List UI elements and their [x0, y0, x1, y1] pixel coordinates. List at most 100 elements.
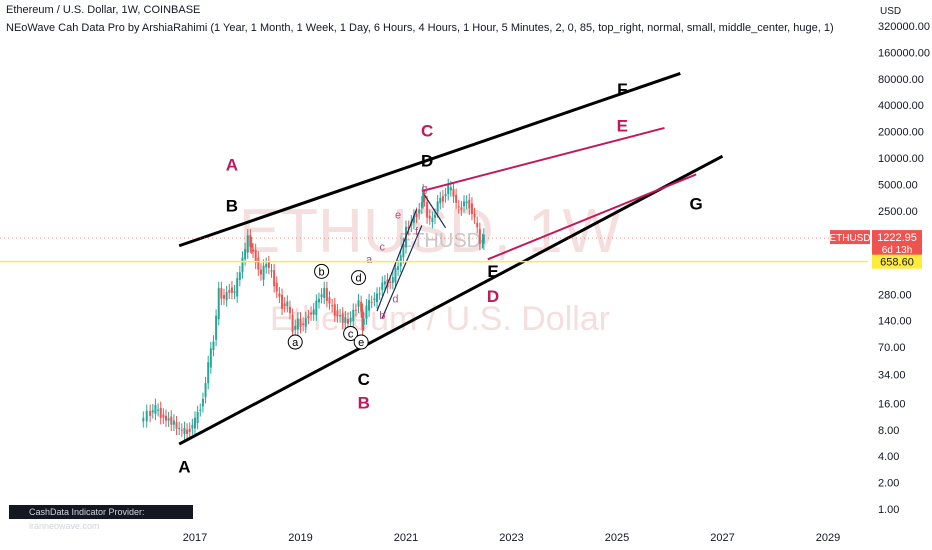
candle-body — [288, 306, 291, 314]
wave-label: G — [690, 194, 703, 213]
candle-body — [228, 290, 231, 293]
provider-label: CashData Indicator Provider: iranneowave… — [9, 505, 193, 531]
candle-body — [254, 250, 257, 263]
candle-body — [170, 416, 173, 425]
candle-body — [275, 282, 278, 292]
candle-body — [204, 383, 207, 398]
wave-label-circled: d — [355, 273, 361, 285]
candle-body — [360, 301, 363, 312]
y-tick-label: 16.00 — [878, 398, 906, 410]
y-tick-label: 1.00 — [878, 504, 899, 516]
candle-body — [399, 255, 402, 267]
candle-body — [482, 234, 485, 244]
wave-label-minor: c — [380, 242, 386, 254]
candle-body — [344, 317, 347, 323]
wave-label: D — [421, 152, 433, 171]
candle-body — [317, 298, 320, 303]
candle-body — [418, 209, 421, 214]
candle-body — [368, 300, 371, 311]
y-tick-label: 280.00 — [878, 289, 912, 301]
candle-body — [447, 185, 450, 195]
candle-body — [320, 294, 323, 298]
candle-body — [428, 215, 431, 219]
level-value: 658.60 — [880, 257, 914, 269]
candle-body — [267, 262, 270, 268]
candle-body — [178, 427, 181, 429]
candle-body — [452, 189, 455, 197]
candle-body — [397, 266, 400, 270]
candle-body — [362, 318, 365, 325]
candle-body — [349, 317, 352, 323]
candle-body — [252, 249, 255, 252]
y-tick-label: 4.00 — [878, 451, 899, 463]
channel-line-lower — [381, 225, 423, 319]
candle-body — [310, 312, 313, 315]
x-tick-label: 2021 — [394, 532, 418, 544]
wave-label: F — [617, 80, 627, 99]
candle-body — [304, 317, 307, 327]
candle-body — [183, 427, 186, 435]
candle-body — [465, 201, 468, 204]
candle-body — [373, 298, 376, 301]
channel-line-upper — [376, 209, 418, 312]
candle-body — [162, 414, 165, 418]
wave-label-minor: f — [415, 226, 419, 238]
y-tick-label: 20000.00 — [878, 127, 924, 139]
candle-body — [201, 398, 204, 407]
candle-body — [354, 309, 357, 311]
candle-body — [250, 243, 253, 248]
candle-body — [378, 293, 381, 295]
level-badge — [872, 254, 922, 269]
wave-circle — [343, 326, 359, 342]
candle-body — [323, 288, 326, 298]
trendline-upper-black — [178, 72, 681, 248]
candle-body — [402, 243, 405, 258]
wave-label: E — [487, 262, 498, 281]
candle-body — [441, 196, 444, 202]
wave-label: A — [178, 458, 190, 477]
candle-body — [460, 207, 463, 210]
y-tick-label: 2500.00 — [878, 206, 918, 218]
candle-body — [294, 325, 297, 330]
candle-body — [436, 201, 439, 212]
candle-body — [262, 265, 265, 280]
ticker-badge-label: ETHUSD — [829, 233, 870, 244]
trendline-lower-black — [178, 154, 724, 446]
channel-line-top — [423, 194, 447, 229]
candle-body — [196, 412, 199, 424]
candle-body — [199, 409, 202, 411]
wave-circle — [314, 263, 330, 279]
candle-body — [215, 315, 218, 340]
candle-body — [154, 404, 157, 414]
trendline-crimson-upper — [421, 126, 665, 193]
candle-body — [273, 270, 276, 287]
candle-body — [423, 195, 426, 201]
chart-title: Ethereum / U.S. Dollar, 1W, COINBASE — [6, 4, 201, 16]
y-tick-label: 5000.00 — [878, 179, 918, 191]
candle-body — [307, 316, 310, 318]
candle-body — [249, 235, 252, 247]
candle-body — [191, 424, 194, 429]
candle-body — [238, 272, 241, 280]
candle-body — [236, 278, 239, 297]
candle-body — [478, 228, 481, 244]
candle-body — [167, 418, 170, 421]
candle-body — [431, 217, 434, 223]
candle-body — [265, 263, 268, 268]
candle-body — [361, 309, 364, 331]
candle-body — [286, 301, 289, 307]
candle-body — [476, 222, 479, 228]
candle-body — [383, 281, 386, 285]
candle-body — [223, 295, 226, 299]
candle-body — [207, 362, 210, 384]
candle-body — [296, 318, 299, 330]
candle-body — [142, 417, 145, 422]
candle-body — [339, 315, 342, 317]
trendlines — [178, 72, 724, 446]
candle-body — [246, 235, 249, 253]
candle-body — [333, 304, 336, 316]
last-price-countdown: 6d 13h — [882, 245, 913, 256]
candle-body — [434, 214, 437, 218]
wave-circle — [353, 334, 369, 350]
